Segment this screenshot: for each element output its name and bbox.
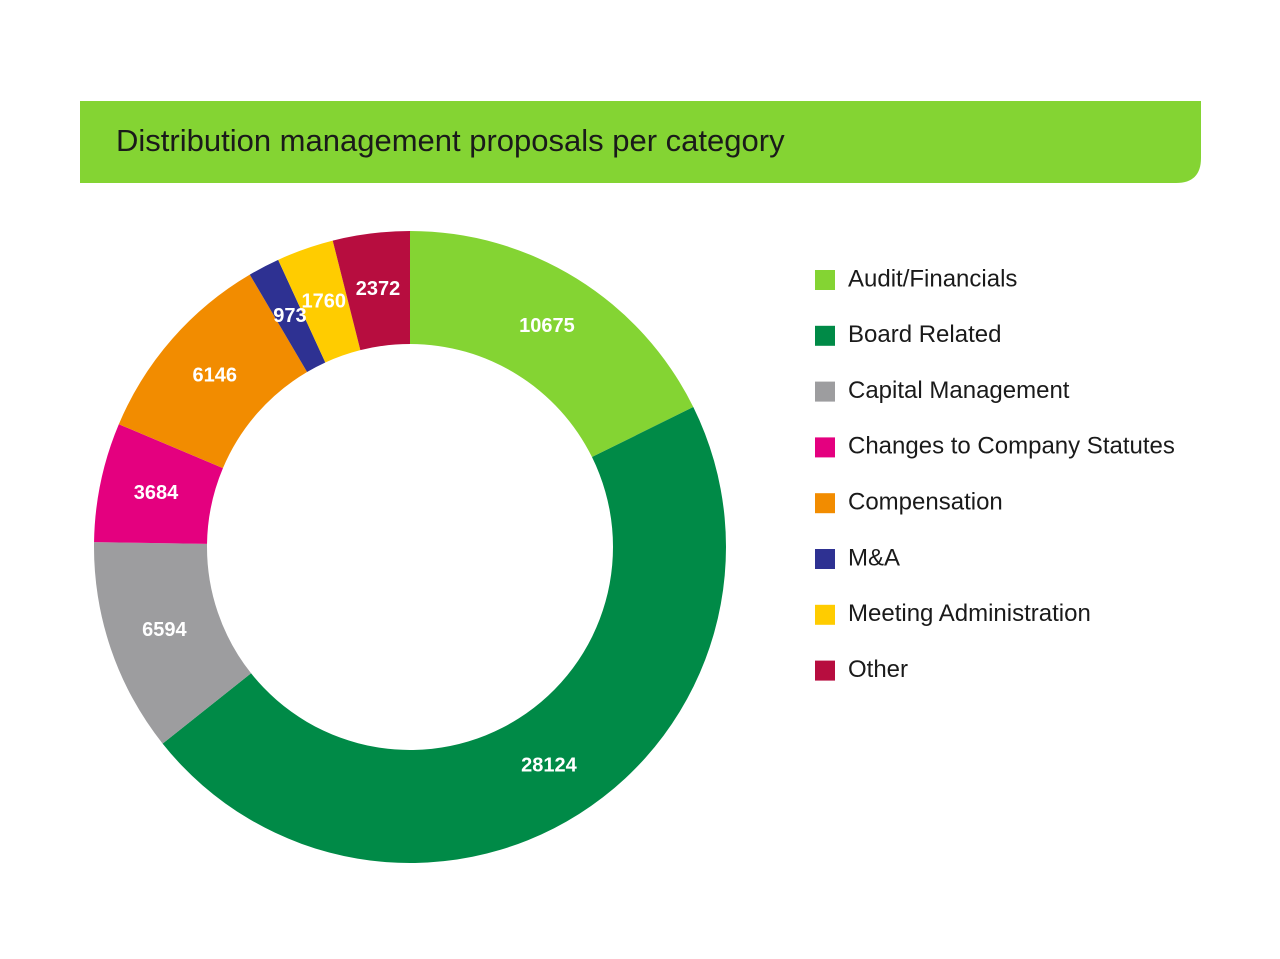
donut-slice [332, 231, 410, 351]
chart-title: Distribution management proposals per ca… [116, 123, 785, 158]
legend-swatch [815, 604, 835, 625]
data-label: 1760 [302, 291, 347, 313]
legend-swatch [815, 270, 835, 290]
legend-label: Audit/Financials [848, 265, 1017, 292]
donut-slice [278, 240, 361, 363]
legend-label: Other [848, 656, 908, 683]
donut-slice [249, 259, 326, 373]
data-label: 6146 [192, 364, 237, 386]
legend-label: Compensation [848, 489, 1003, 516]
data-label: 2372 [356, 278, 401, 300]
legend-label: Meeting Administration [848, 600, 1091, 627]
data-label: 973 [273, 305, 306, 327]
data-label: 6594 [142, 619, 187, 641]
donut-slice [162, 406, 727, 864]
donut-slice [94, 424, 223, 544]
title-bar [80, 101, 1201, 183]
donut-slice [410, 231, 694, 458]
legend-label: M&A [848, 544, 900, 571]
legend-swatch [815, 493, 835, 514]
legend-label: Board Related [848, 321, 1001, 348]
donut-slice [94, 542, 252, 744]
legend-label: Capital Management [848, 377, 1070, 404]
legend-swatch [815, 325, 835, 346]
legend-swatch [815, 549, 835, 569]
data-label: 28124 [521, 754, 577, 776]
data-label: 3684 [134, 482, 179, 504]
data-label: 10675 [519, 315, 575, 337]
legend-swatch [815, 660, 835, 681]
legend-label: Changes to Company Statutes [848, 433, 1175, 460]
donut-slice [118, 274, 308, 469]
legend-swatch [815, 381, 835, 402]
legend-swatch [815, 437, 835, 458]
